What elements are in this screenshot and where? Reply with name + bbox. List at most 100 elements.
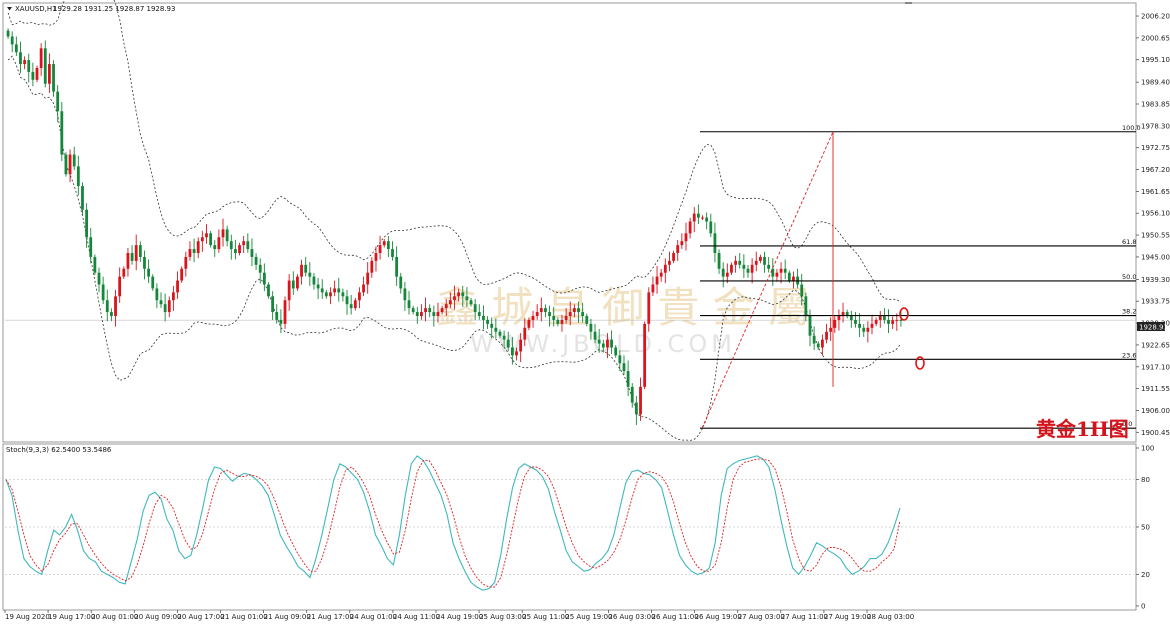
candle-body <box>19 52 22 65</box>
fib-level-label: 38.2 <box>1122 308 1136 316</box>
current-price-tag: 1928.93 <box>1137 322 1168 332</box>
marker-circle-lower <box>915 356 925 370</box>
candle-body <box>705 217 709 222</box>
candle-body <box>366 272 370 285</box>
stoch-tick-label: 0 <box>1141 603 1145 611</box>
candle-body <box>738 260 742 265</box>
y-tick-label: 1989.40 <box>1141 79 1170 87</box>
candle-body <box>841 312 845 316</box>
candle-body <box>787 272 791 281</box>
x-tick-label: 27 Aug 11:00 <box>781 613 828 621</box>
candle-body <box>138 245 142 257</box>
candle-body <box>618 355 622 364</box>
candle-body <box>10 36 14 45</box>
stoch-tick-label: 80 <box>1141 476 1150 484</box>
candle-body <box>27 60 31 72</box>
candle-body <box>114 296 117 316</box>
candle-body <box>647 292 651 324</box>
candle-body <box>560 319 564 324</box>
candle-body <box>68 154 72 175</box>
y-tick-label: 1922.65 <box>1141 341 1170 349</box>
main-panel-frame <box>2 2 1137 443</box>
candle-body <box>730 264 733 273</box>
candle-body <box>734 260 737 265</box>
candle-body <box>23 60 27 65</box>
candle-body <box>725 272 729 277</box>
candle-body <box>763 256 766 265</box>
candle-body <box>200 237 204 242</box>
candle-body <box>754 260 758 265</box>
stochastic-header: Stoch(9,3,3) 62.5400 53.5486 <box>6 446 112 454</box>
triangle-down-icon[interactable] <box>7 7 12 11</box>
candle-body <box>701 217 704 219</box>
candle-body <box>296 276 299 289</box>
candle-body <box>746 268 750 273</box>
candle-body <box>122 268 126 277</box>
candle-body <box>196 241 200 254</box>
candle-body <box>816 343 820 348</box>
bollinger-bands <box>7 0 902 441</box>
candle-body <box>833 319 837 328</box>
x-tick-label: 26 Aug 11:00 <box>652 613 699 621</box>
candle-body <box>143 256 146 269</box>
candle-body <box>506 339 510 348</box>
candle-body <box>341 292 345 297</box>
y-tick-label: 1967.20 <box>1141 166 1170 174</box>
candle-body <box>589 323 593 332</box>
candle-body <box>395 256 399 277</box>
candle-body <box>461 292 465 297</box>
candle-body <box>89 237 93 257</box>
candle-body <box>254 256 258 265</box>
candle-body <box>81 186 84 210</box>
marker-circle-upper <box>899 307 909 321</box>
candle-body <box>519 339 523 352</box>
x-tick-label: 26 Aug 19:00 <box>695 613 742 621</box>
candle-body <box>721 268 725 277</box>
candle-body <box>378 245 382 254</box>
candle-body <box>101 284 105 301</box>
candle-body <box>527 319 531 328</box>
candle-body <box>469 300 473 305</box>
candle-body <box>134 245 138 261</box>
candle-body <box>577 308 580 313</box>
candle-body <box>601 343 605 348</box>
candle-body <box>622 363 626 372</box>
x-tick-label: 27 Aug 19:00 <box>824 613 871 621</box>
x-tick-label: 25 Aug 11:00 <box>522 613 569 621</box>
candles <box>6 28 903 426</box>
candle-body <box>523 327 527 340</box>
candle-body <box>767 264 771 269</box>
candle-body <box>287 280 291 301</box>
candle-body <box>262 272 266 285</box>
candle-body <box>858 323 861 328</box>
candle-body <box>614 347 618 356</box>
candle-body <box>39 48 43 68</box>
candle-body <box>258 264 262 273</box>
y-tick-label: 2000.65 <box>1141 34 1170 42</box>
candle-body <box>820 339 824 348</box>
candle-body <box>345 296 349 305</box>
candle-body <box>812 335 816 344</box>
timeframe-stamp: 黄金1H图 <box>1036 417 1129 441</box>
stochastic-oscillator: 100 80 50 20 0 <box>5 445 1154 611</box>
candle-body <box>411 308 415 313</box>
candle-body <box>324 292 328 297</box>
candle-body <box>444 304 448 309</box>
candle-body <box>184 256 188 269</box>
candle-body <box>250 249 254 257</box>
candle-body <box>304 264 308 273</box>
candle-body <box>238 245 241 254</box>
candle-body <box>502 335 506 340</box>
candle-body <box>659 272 663 277</box>
candle-body <box>684 233 688 242</box>
candle-body <box>180 268 184 281</box>
candle-body <box>548 312 551 316</box>
candle-body <box>130 253 134 261</box>
candle-body <box>606 339 609 348</box>
candle-body <box>808 315 812 336</box>
stoch-title: Stoch(9,3,3) 62.5400 53.5486 <box>6 446 112 454</box>
fibonacci-retracement[interactable]: 100.0 61.8 50.0 38.2 23.6 0.0 <box>700 124 1141 429</box>
candle-body <box>440 308 444 313</box>
candle-body <box>64 154 68 175</box>
